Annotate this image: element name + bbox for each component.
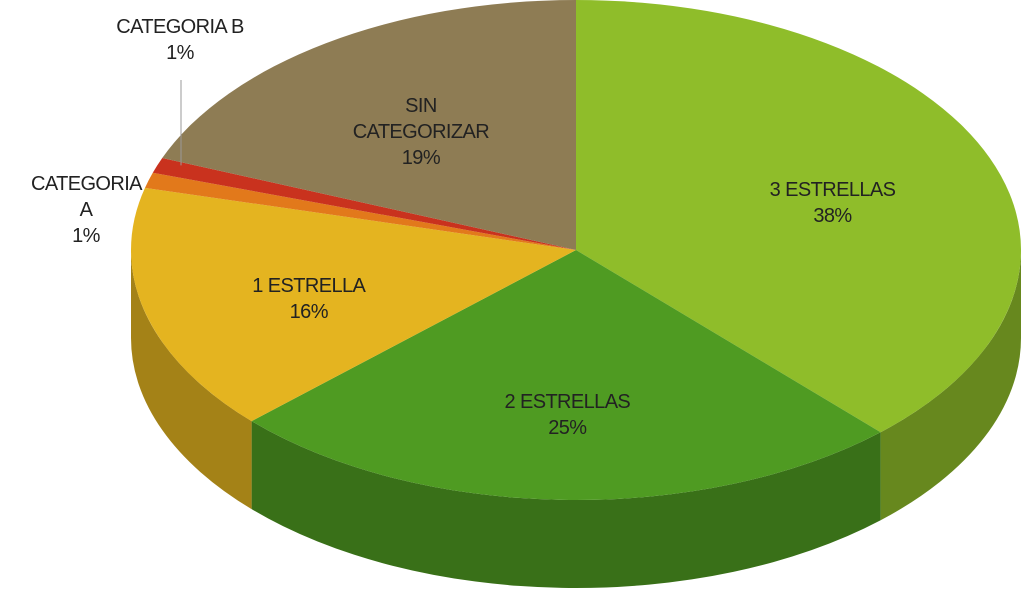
data-label: CATEGORIA B 1% <box>116 14 244 66</box>
category-name: 1 ESTRELLA <box>252 274 366 297</box>
value-label: 1% <box>72 225 100 247</box>
slice <box>162 0 577 250</box>
data-label: 3 ESTRELLAS 38% <box>770 177 896 229</box>
category-name: 3 ESTRELLAS <box>769 178 896 201</box>
slice <box>251 250 881 501</box>
slice-side <box>880 250 1021 521</box>
value-label: 38% <box>813 204 852 227</box>
category-name: CATEGORIA A <box>31 173 143 221</box>
category-name: CATEGORIA B <box>116 16 244 38</box>
slice <box>131 187 577 422</box>
category-name: SIN CATEGORIZAR <box>352 94 490 143</box>
slice <box>576 0 1021 433</box>
slice-side <box>251 421 881 588</box>
value-label: 25% <box>548 416 587 439</box>
category-name: 2 ESTRELLAS <box>504 390 631 413</box>
value-label: 16% <box>289 300 329 323</box>
value-label: 19% <box>401 146 441 169</box>
data-label: SIN CATEGORIZAR 19% <box>351 93 491 171</box>
data-label: 1 ESTRELLA 16% <box>252 273 366 325</box>
data-label: 2 ESTRELLAS 25% <box>504 389 630 441</box>
value-label: 1% <box>166 42 194 64</box>
slice-side <box>131 250 252 510</box>
slice <box>152 157 576 250</box>
data-label: CATEGORIA A 1% <box>31 171 143 249</box>
slice <box>144 172 576 250</box>
